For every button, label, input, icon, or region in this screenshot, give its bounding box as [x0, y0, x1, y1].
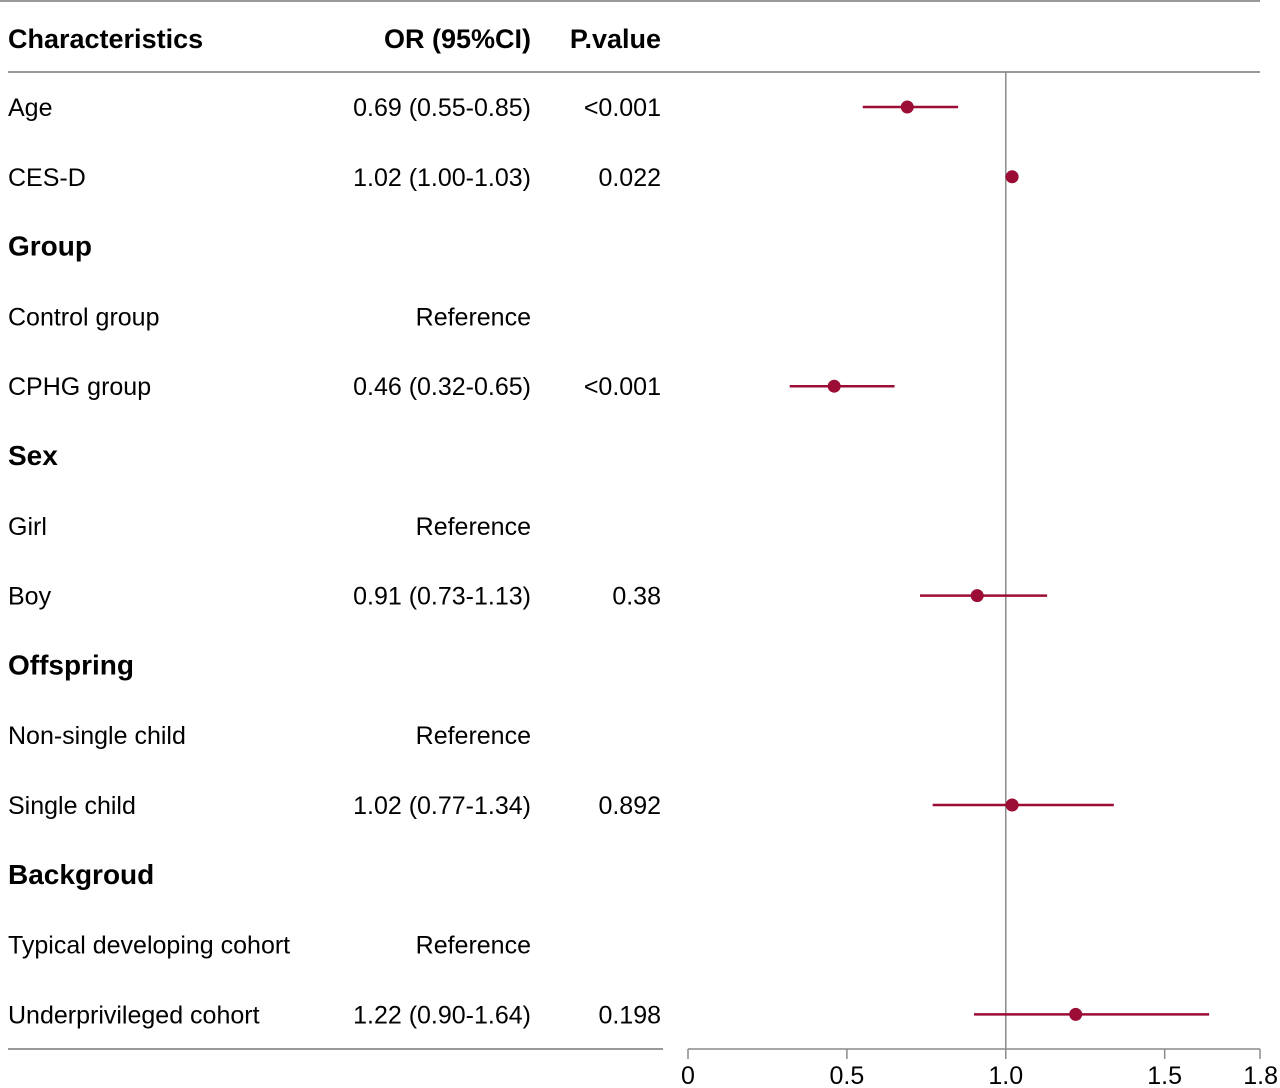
or-ci-text: 0.69 (0.55-0.85) [353, 94, 531, 122]
p-value-text: <0.001 [584, 94, 661, 122]
or-point [970, 589, 984, 603]
group-label: Offspring [8, 649, 134, 680]
row-label: Girl [8, 513, 47, 541]
row-label: CES-D [8, 164, 86, 192]
row-label: Age [8, 94, 52, 122]
row-label: Underprivileged cohort [8, 1001, 260, 1029]
header-characteristics: Characteristics [8, 24, 203, 54]
header-p-value: P.value [570, 24, 661, 54]
row-label: Typical developing cohort [8, 932, 290, 960]
or-ci-text: 1.02 (0.77-1.34) [353, 792, 531, 820]
row-label: Single child [8, 792, 136, 820]
or-ci-text: 1.22 (0.90-1.64) [353, 1001, 531, 1029]
p-value-text: 0.022 [598, 164, 661, 192]
x-axis: 0 0.5 1.0 1.5 1.8 [681, 1048, 1278, 1088]
group-label: Group [8, 231, 92, 262]
header-or: OR (95%CI) [384, 24, 531, 54]
table-rows: Age 0.69 (0.55-0.85) <0.001 CES-D 1.02 (1.00… [8, 94, 661, 1029]
or-ci-text: Reference [416, 932, 531, 960]
or-point [1005, 798, 1019, 812]
or-ci-text: Reference [416, 722, 531, 750]
or-ci-text: Reference [416, 303, 531, 331]
row-label: CPHG group [8, 373, 151, 401]
p-value-text: <0.001 [584, 373, 661, 401]
or-ci-text: 0.46 (0.32-0.65) [353, 373, 531, 401]
or-ci-text: Reference [416, 513, 531, 541]
or-point [1069, 1007, 1083, 1021]
x-tick-label: 1.5 [1147, 1062, 1182, 1088]
row-label: Non-single child [8, 722, 186, 750]
group-label: Backgroud [8, 859, 154, 890]
row-label: Boy [8, 583, 52, 611]
or-point [1005, 170, 1019, 184]
row-label: Control group [8, 303, 159, 331]
p-value-text: 0.198 [598, 1001, 661, 1029]
group-label: Sex [8, 440, 58, 471]
or-point [827, 379, 841, 393]
or-ci-text: 0.91 (0.73-1.13) [353, 583, 531, 611]
p-value-text: 0.892 [598, 792, 661, 820]
confidence-intervals [789, 100, 1210, 1021]
p-value-text: 0.38 [612, 583, 661, 611]
or-ci-text: 1.02 (1.00-1.03) [353, 164, 531, 192]
x-tick-label: 0.5 [830, 1062, 865, 1088]
x-tick-label: 0 [681, 1062, 695, 1088]
x-tick-label: 1.0 [988, 1062, 1023, 1088]
or-point [900, 100, 914, 114]
x-tick-label: 1.8 [1243, 1062, 1278, 1088]
